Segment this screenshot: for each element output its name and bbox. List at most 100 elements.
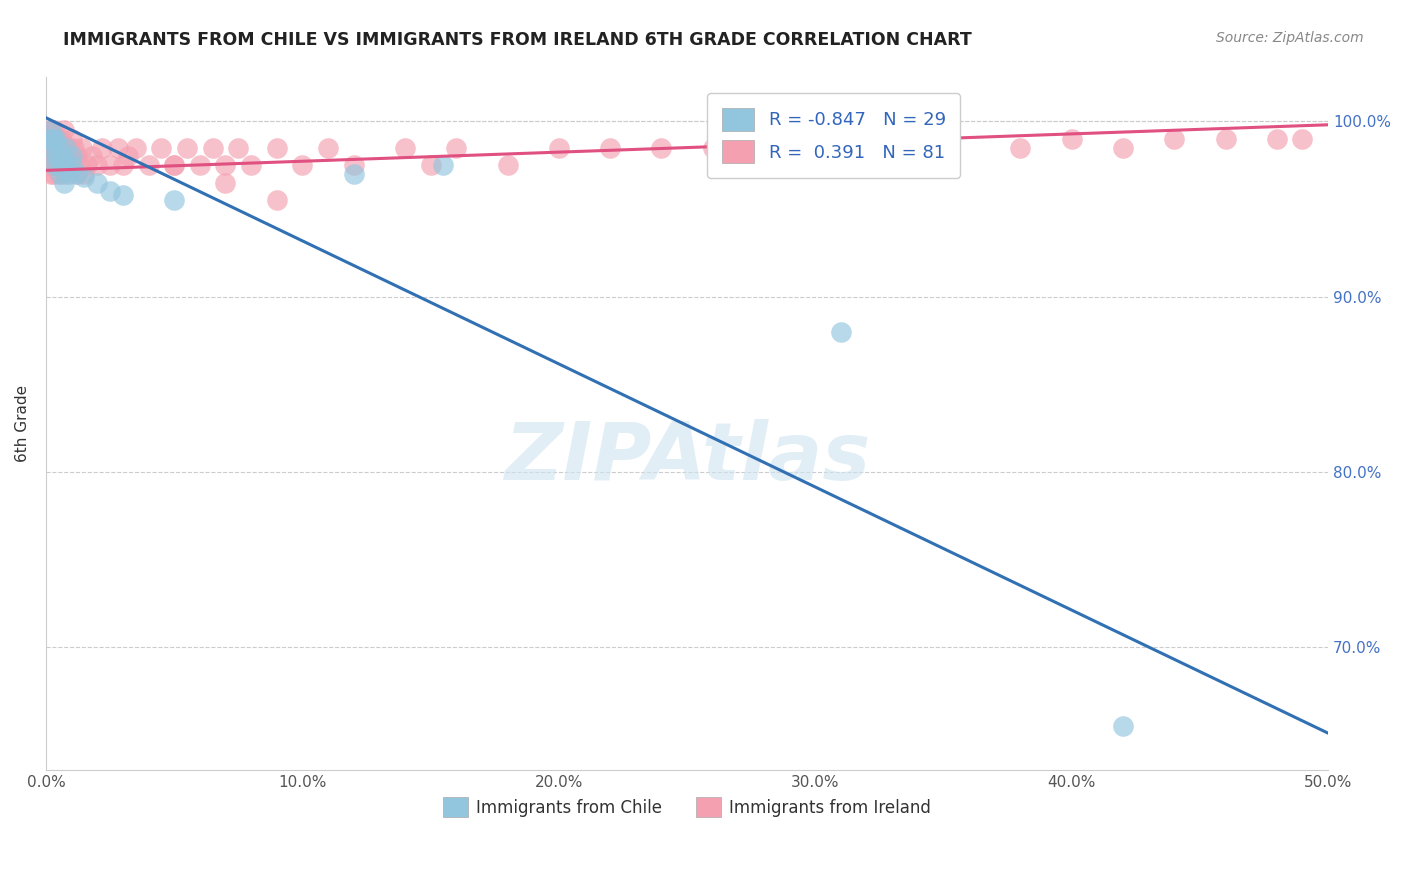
Point xyxy=(98,158,121,172)
Point xyxy=(446,140,468,154)
Point xyxy=(316,140,339,154)
Point xyxy=(226,140,249,154)
Point xyxy=(42,140,65,154)
Point xyxy=(932,140,955,154)
Point xyxy=(150,140,173,154)
Point xyxy=(547,140,569,154)
Point xyxy=(52,123,75,137)
Point xyxy=(1010,140,1032,154)
Legend: Immigrants from Chile, Immigrants from Ireland: Immigrants from Chile, Immigrants from I… xyxy=(436,790,938,824)
Point xyxy=(201,140,224,154)
Point xyxy=(39,167,62,181)
Point xyxy=(163,158,186,172)
Point xyxy=(67,158,90,172)
Point xyxy=(39,123,62,137)
Point xyxy=(163,193,186,207)
Point xyxy=(86,158,108,172)
Point xyxy=(60,158,83,172)
Point xyxy=(48,140,70,154)
Point xyxy=(343,167,366,181)
Point xyxy=(51,132,73,146)
Point xyxy=(111,158,134,172)
Point xyxy=(98,185,121,199)
Point xyxy=(39,140,62,154)
Point xyxy=(45,149,67,163)
Point xyxy=(42,136,65,150)
Point xyxy=(599,140,621,154)
Point xyxy=(125,140,148,154)
Point xyxy=(82,149,104,163)
Point xyxy=(752,140,775,154)
Point xyxy=(42,158,65,172)
Point xyxy=(432,158,454,172)
Point xyxy=(58,158,80,172)
Point xyxy=(176,140,198,154)
Point xyxy=(830,325,852,339)
Point xyxy=(117,149,139,163)
Point xyxy=(111,188,134,202)
Point xyxy=(291,158,314,172)
Point xyxy=(188,158,211,172)
Point xyxy=(55,158,77,172)
Point xyxy=(45,149,67,163)
Point xyxy=(702,140,724,154)
Point xyxy=(66,167,89,181)
Point xyxy=(52,176,75,190)
Text: IMMIGRANTS FROM CHILE VS IMMIGRANTS FROM IRELAND 6TH GRADE CORRELATION CHART: IMMIGRANTS FROM CHILE VS IMMIGRANTS FROM… xyxy=(63,31,972,49)
Point xyxy=(343,158,366,172)
Point xyxy=(1291,132,1313,146)
Point xyxy=(1265,132,1288,146)
Point xyxy=(804,140,827,154)
Point xyxy=(138,158,160,172)
Point xyxy=(48,158,70,172)
Point xyxy=(66,167,89,181)
Point xyxy=(1163,132,1185,146)
Point xyxy=(60,149,83,163)
Point xyxy=(1112,719,1135,733)
Point xyxy=(51,149,73,163)
Point xyxy=(52,140,75,154)
Point xyxy=(42,132,65,146)
Point xyxy=(1060,132,1083,146)
Point xyxy=(76,158,98,172)
Point xyxy=(394,140,416,154)
Point xyxy=(1215,132,1237,146)
Point xyxy=(66,149,89,163)
Point xyxy=(38,123,60,137)
Point xyxy=(60,132,83,146)
Point xyxy=(86,176,108,190)
Point xyxy=(51,158,73,172)
Point xyxy=(58,140,80,154)
Point xyxy=(240,158,263,172)
Point xyxy=(51,167,73,181)
Point xyxy=(650,140,672,154)
Point xyxy=(38,158,60,172)
Point xyxy=(107,140,129,154)
Point xyxy=(63,140,86,154)
Point xyxy=(52,158,75,172)
Point xyxy=(48,158,70,172)
Text: ZIPAtlas: ZIPAtlas xyxy=(503,419,870,498)
Point xyxy=(214,176,236,190)
Point xyxy=(496,158,519,172)
Point xyxy=(39,149,62,163)
Point xyxy=(39,123,62,137)
Point xyxy=(419,158,441,172)
Point xyxy=(48,132,70,146)
Text: Source: ZipAtlas.com: Source: ZipAtlas.com xyxy=(1216,31,1364,45)
Point xyxy=(60,158,83,172)
Point xyxy=(91,140,114,154)
Point xyxy=(45,132,67,146)
Point xyxy=(266,193,288,207)
Point xyxy=(73,170,96,185)
Point xyxy=(51,149,73,163)
Point xyxy=(38,132,60,146)
Point xyxy=(42,167,65,181)
Point xyxy=(48,167,70,181)
Point xyxy=(42,123,65,137)
Point xyxy=(73,167,96,181)
Point xyxy=(266,140,288,154)
Point xyxy=(45,132,67,146)
Point xyxy=(214,158,236,172)
Point xyxy=(52,158,75,172)
